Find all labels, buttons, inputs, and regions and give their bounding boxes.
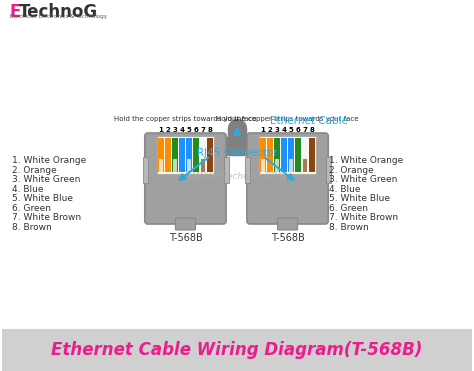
Text: 1: 1 xyxy=(260,127,265,133)
Text: Ethernet Cable Wiring Diagram(T-568B): Ethernet Cable Wiring Diagram(T-568B) xyxy=(51,341,423,359)
Bar xyxy=(289,158,293,172)
Text: 2: 2 xyxy=(165,127,170,133)
Bar xyxy=(288,138,294,172)
Text: 5. White Blue: 5. White Blue xyxy=(329,194,390,203)
Bar xyxy=(309,138,315,172)
Bar xyxy=(207,138,213,172)
Text: 3: 3 xyxy=(274,127,279,133)
Bar xyxy=(260,138,266,172)
Text: 4: 4 xyxy=(180,127,184,133)
Text: 3. White Green: 3. White Green xyxy=(329,175,398,184)
Text: 6: 6 xyxy=(194,127,199,133)
Bar xyxy=(179,138,185,172)
Bar xyxy=(275,158,279,172)
FancyBboxPatch shape xyxy=(175,218,195,230)
Bar xyxy=(172,138,178,172)
Text: Hold the copper strips towards your face: Hold the copper strips towards your face xyxy=(114,116,257,122)
Bar xyxy=(143,157,148,183)
Text: Ethernet Cable: Ethernet Cable xyxy=(270,116,348,126)
Text: WWW.ETechnoG.COM: WWW.ETechnoG.COM xyxy=(188,171,286,181)
Text: 5: 5 xyxy=(289,127,293,133)
Text: Hold the copper strips towards your face: Hold the copper strips towards your face xyxy=(216,116,359,122)
Bar xyxy=(193,138,199,172)
Text: E: E xyxy=(10,3,21,21)
Text: RJ45 Connector: RJ45 Connector xyxy=(197,148,277,158)
Text: 2. Orange: 2. Orange xyxy=(329,165,374,174)
Text: 3. White Green: 3. White Green xyxy=(12,175,80,184)
Text: 8. Brown: 8. Brown xyxy=(12,223,52,232)
Bar xyxy=(302,138,308,172)
Bar xyxy=(173,158,177,172)
Bar xyxy=(295,138,301,172)
Bar xyxy=(224,157,229,183)
Text: 7: 7 xyxy=(201,127,206,133)
Bar xyxy=(281,138,287,172)
Bar xyxy=(259,136,316,174)
Bar xyxy=(200,138,206,172)
Bar xyxy=(2,329,472,371)
Bar xyxy=(245,157,250,183)
Text: 4: 4 xyxy=(282,127,287,133)
Text: 6. Green: 6. Green xyxy=(12,204,51,213)
Text: T-568B: T-568B xyxy=(169,233,202,243)
Bar xyxy=(326,157,331,183)
Bar xyxy=(158,138,164,172)
Text: Electrical, Electronics & Technology: Electrical, Electronics & Technology xyxy=(10,14,107,19)
Bar xyxy=(187,158,191,172)
FancyBboxPatch shape xyxy=(145,133,226,224)
Text: 7: 7 xyxy=(303,127,308,133)
Text: 8: 8 xyxy=(310,127,315,133)
Text: 1. White Orange: 1. White Orange xyxy=(12,156,86,165)
Bar xyxy=(157,136,214,174)
Text: 4. Blue: 4. Blue xyxy=(12,184,44,194)
Text: 1: 1 xyxy=(158,127,163,133)
Text: 8: 8 xyxy=(208,127,213,133)
Bar xyxy=(159,158,163,172)
Text: 7. White Brown: 7. White Brown xyxy=(329,213,398,222)
Bar xyxy=(267,138,273,172)
FancyBboxPatch shape xyxy=(278,218,298,230)
FancyBboxPatch shape xyxy=(247,133,328,224)
Bar xyxy=(201,158,205,172)
Text: 1. White Orange: 1. White Orange xyxy=(329,156,403,165)
Bar xyxy=(165,138,171,172)
Text: 5. White Blue: 5. White Blue xyxy=(12,194,73,203)
Text: 8. Brown: 8. Brown xyxy=(329,223,369,232)
Text: 6: 6 xyxy=(296,127,301,133)
Text: TechnoG: TechnoG xyxy=(19,3,98,21)
Bar xyxy=(274,138,280,172)
Text: 3: 3 xyxy=(173,127,177,133)
Bar xyxy=(261,158,265,172)
Text: T-568B: T-568B xyxy=(271,233,304,243)
Text: 4. Blue: 4. Blue xyxy=(329,184,361,194)
Text: 6. Green: 6. Green xyxy=(329,204,368,213)
Bar xyxy=(303,158,307,172)
Text: 7. White Brown: 7. White Brown xyxy=(12,213,81,222)
Text: 2. Orange: 2. Orange xyxy=(12,165,57,174)
Text: 5: 5 xyxy=(187,127,191,133)
Bar xyxy=(186,138,192,172)
Text: 2: 2 xyxy=(267,127,272,133)
